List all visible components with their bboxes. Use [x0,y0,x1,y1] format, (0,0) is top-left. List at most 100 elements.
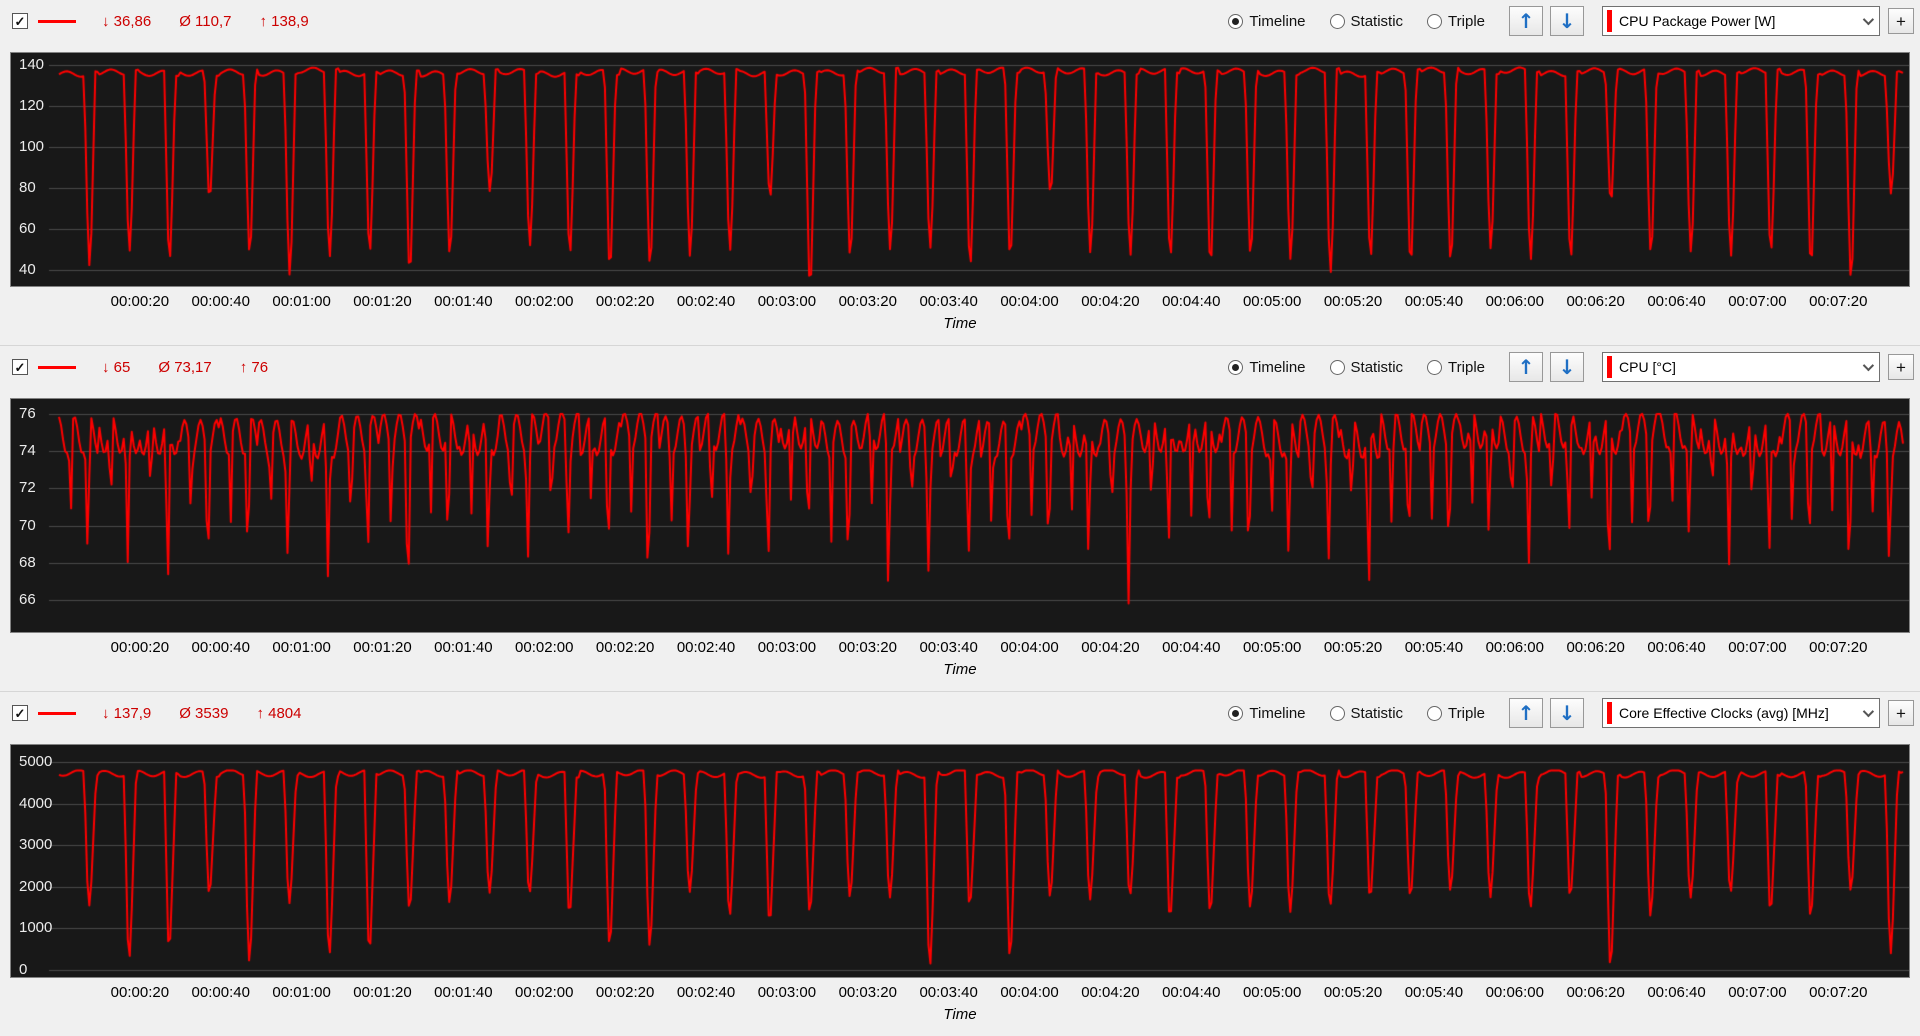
add-graph-button[interactable]: + [1888,354,1914,380]
sensor-graph-panel-power: ✓ ↓ 36,86 Ø 110,7 ↑ 138,9 Timeline Stati… [0,0,1920,345]
radio-icon [1329,705,1345,721]
series-color-sample [38,711,76,715]
chart-plot-area: 66 68 70 72 74 76 [10,398,1910,633]
x-tick-label: 00:02:20 [595,984,655,1001]
x-tick-label: 00:01:40 [434,293,493,310]
sensor-dropdown[interactable]: CPU Package Power [W] [1602,6,1880,36]
radio-timeline[interactable]: Timeline [1228,705,1306,722]
x-axis-labels: 00:00:20 00:00:40 00:01:00 00:01:20 00:01:40… [10,287,1910,313]
x-tick-label: 00:05:40 [1404,639,1464,656]
x-tick-label: 00:00:20 [110,639,170,656]
series-stats: ↓ 65 Ø 73,17 ↑ 76 [102,359,268,376]
x-tick-label: 00:05:00 [1242,984,1302,1001]
x-tick-label: 00:03:20 [838,639,897,656]
sensor-dropdown[interactable]: CPU [°C] [1602,352,1880,382]
move-graph-down-button[interactable]: ↓ [1550,698,1584,728]
stat-max: ↑ 138,9 [259,12,309,30]
radio-icon [1329,13,1345,29]
series-visibility-checkbox[interactable]: ✓ [12,705,28,721]
move-graph-up-button[interactable]: ↑ [1509,698,1543,728]
stat-min: ↓ 65 [102,358,131,376]
radio-timeline[interactable]: Timeline [1228,359,1306,376]
x-tick-label: 00:05:40 [1404,293,1464,310]
x-tick-label: 00:06:40 [1647,984,1706,1001]
stat-max: ↑ 76 [239,358,269,376]
x-tick-label: 00:05:20 [1323,639,1383,656]
series-visibility-checkbox[interactable]: ✓ [12,13,28,29]
x-tick-label: 00:05:20 [1323,984,1383,1001]
chart-plot-area: 40 60 80 100 120 140 [10,52,1910,287]
x-tick-label: 00:06:40 [1647,293,1706,310]
sensor-graph-panel-clocks: ✓ ↓ 137,9 Ø 3539 ↑ 4804 Timeline Statist… [0,691,1920,1036]
radio-icon [1427,705,1443,721]
move-graph-up-button[interactable]: ↑ [1509,6,1543,36]
chart-plot-area: 0 1000 2000 3000 4000 5000 [10,744,1910,978]
x-tick-label: 00:02:40 [676,639,736,656]
x-axis-labels: 00:00:20 00:00:40 00:01:00 00:01:20 00:01:40… [10,633,1910,659]
down-arrow-icon: ↓ [1558,355,1576,379]
x-tick-label: 00:02:20 [595,293,655,310]
sensor-color-bar [1607,702,1612,724]
sensor-dropdown[interactable]: Core Effective Clocks (avg) [MHz] [1602,698,1880,728]
radio-label: Triple [1448,12,1485,30]
series-stats: ↓ 36,86 Ø 110,7 ↑ 138,9 [102,13,309,30]
x-axis-title: Time [943,1006,977,1023]
x-axis-title: Time [943,661,977,678]
x-tick-label: 00:05:20 [1323,293,1383,310]
x-tick-label: 00:00:40 [191,293,250,310]
radio-triple[interactable]: Triple [1427,705,1485,722]
check-icon: ✓ [14,359,26,375]
x-tick-label: 00:01:00 [272,984,331,1001]
up-arrow-icon: ↑ [1517,701,1535,725]
series-visibility-checkbox[interactable]: ✓ [12,359,28,375]
radio-statistic[interactable]: Statistic [1329,705,1403,722]
x-tick-label: 00:06:20 [1566,639,1625,656]
add-graph-button[interactable]: + [1888,700,1914,726]
x-tick-label: 00:04:00 [1000,639,1059,656]
x-tick-label: 00:06:40 [1647,639,1706,656]
move-graph-down-button[interactable]: ↓ [1550,352,1584,382]
stat-min: ↓ 137,9 [102,704,152,722]
x-tick-label: 00:06:00 [1485,639,1544,656]
move-graph-up-button[interactable]: ↑ [1509,352,1543,382]
radio-label: Triple [1448,358,1485,376]
sensor-name: CPU [°C] [1619,359,1676,375]
radio-label: Statistic [1350,358,1404,376]
x-tick-label: 00:03:00 [757,639,817,656]
x-tick-label: 00:03:40 [919,984,978,1001]
chevron-down-icon [1862,705,1875,718]
radio-timeline[interactable]: Timeline [1228,13,1306,30]
radio-statistic[interactable]: Statistic [1329,358,1404,376]
x-tick-label: 00:06:20 [1566,293,1625,310]
chart-wrap: 66 68 70 72 74 76 00:00:20 00:00:40 00:01:00 00:… [0,388,1920,691]
x-tick-label: 00:01:00 [272,639,331,656]
x-tick-label: 00:07:00 [1728,639,1787,656]
radio-triple[interactable]: Triple [1427,13,1485,30]
x-tick-label: 00:06:20 [1566,984,1625,1001]
x-tick-label: 00:04:40 [1162,293,1221,310]
stat-max: ↑ 4804 [256,704,302,722]
x-tick-label: 00:06:00 [1485,293,1544,310]
x-tick-label: 00:06:00 [1485,984,1544,1001]
x-tick-label: 00:04:20 [1081,293,1140,310]
x-tick-label: 00:01:40 [434,984,493,1001]
x-tick-label: 00:03:20 [838,984,897,1001]
x-tick-label: 00:01:00 [272,293,331,310]
graph-header: ✓ ↓ 137,9 Ø 3539 ↑ 4804 Timeline Statist… [0,692,1920,734]
x-tick-label: 00:02:40 [676,293,736,310]
radio-icon [1427,13,1443,29]
x-tick-label: 00:02:00 [515,293,574,310]
x-tick-label: 00:03:40 [919,639,978,656]
x-tick-label: 00:07:20 [1809,293,1868,310]
move-graph-down-button[interactable]: ↓ [1550,6,1584,36]
chart-canvas [11,399,1909,632]
stat-avg: Ø 73,17 [158,358,212,376]
radio-triple[interactable]: Triple [1427,359,1485,376]
x-tick-label: 00:03:00 [757,984,817,1001]
up-arrow-icon: ↑ [1517,9,1535,33]
radio-statistic[interactable]: Statistic [1329,13,1403,30]
add-graph-button[interactable]: + [1888,8,1914,34]
sensor-color-bar [1607,10,1612,32]
radio-icon [1329,359,1345,375]
radio-selected-icon [1228,705,1244,721]
